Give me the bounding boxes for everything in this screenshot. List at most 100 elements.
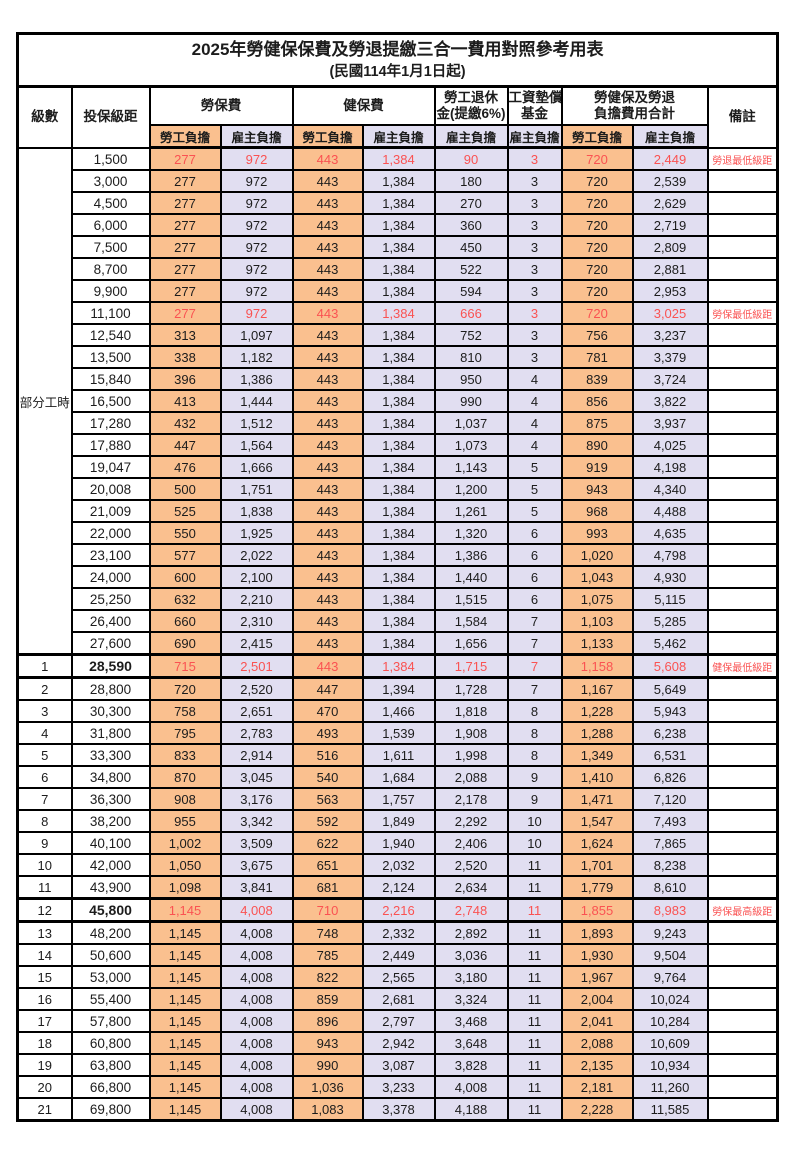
cell-note [706,367,779,392]
cell-labor-employer: 1,925 [219,521,294,546]
cell-total-employer: 5,115 [631,587,709,612]
cell-total-employer: 10,024 [631,987,709,1012]
cell-health-employer: 1,384 [361,257,436,282]
cell-labor-employee: 277 [148,191,222,216]
cell-health-employer: 1,384 [361,521,436,546]
cell-health-employer: 1,384 [361,411,436,436]
cell-wage-fund-employer: 6 [506,521,563,546]
cell-grade: 18 [16,1031,73,1056]
table-row: 5 33,300 833 2,914 516 1,611 1,998 8 1,349 6,531 [16,743,779,768]
cell-total-employer: 4,340 [631,477,709,502]
cell-total-employee: 890 [560,433,634,458]
cell-health-employer: 1,384 [361,631,436,656]
cell-grade: 16 [16,987,73,1012]
cell-wage-fund-employer: 3 [506,323,563,348]
cell-wage-fund-employer: 7 [506,631,563,656]
header-sub-row: 勞工負擔 雇主負擔 勞工負擔 雇主負擔 雇主負擔 雇主負擔 勞工負擔 雇主負擔 [18,124,778,150]
cell-pension-employer: 2,892 [433,921,509,946]
cell-total-employee: 1,547 [560,809,634,834]
cell-health-employer: 1,384 [361,455,436,480]
cell-total-employer: 6,531 [631,743,709,768]
cell-pension-employer: 752 [433,323,509,348]
cell-health-employer: 1,384 [361,147,436,172]
cell-health-employee: 443 [291,521,364,546]
table-row: 15 53,000 1,145 4,008 822 2,565 3,180 11 1,967 9,… [16,965,779,990]
cell-total-employer: 8,238 [631,853,709,878]
cell-pension-employer: 2,292 [433,809,509,834]
cell-total-employee: 1,020 [560,543,634,568]
cell-health-employer: 1,466 [361,699,436,724]
total-label-line1: 勞健保及勞退 [594,89,675,105]
cell-wage-fund-employer: 3 [506,213,563,238]
cell-total-employee: 1,103 [560,609,634,634]
cell-pension-employer: 990 [433,389,509,414]
table-row: 22,000 550 1,925 443 1,384 1,320 6 993 4,635 [18,521,779,546]
cell-health-employee: 943 [291,1031,364,1056]
cell-labor-employee: 413 [148,389,222,414]
cell-note [706,677,779,702]
table-row: 16 55,400 1,145 4,008 859 2,681 3,324 11 2,004 10… [16,987,779,1012]
wage-fund-label-line1: 工資墊償 [508,89,562,105]
cell-total-employer: 3,724 [631,367,709,392]
cell-wage-fund-employer: 6 [506,565,563,590]
cell-note: 勞保最高級距 [706,897,779,924]
cell-note [706,433,779,458]
cell-total-employee: 839 [560,367,634,392]
cell-grade: 19 [16,1053,73,1078]
subheader-wage-fund-employer: 雇主負擔 [506,124,563,150]
cell-wage-fund-employer: 10 [506,809,563,834]
cell-total-employee: 1,349 [560,743,634,768]
cell-labor-employee: 577 [148,543,222,568]
cell-health-employer: 3,378 [361,1097,436,1122]
table-row: 26,400 660 2,310 443 1,384 1,584 7 1,103 5,285 [18,609,779,634]
cell-labor-employer: 4,008 [219,987,294,1012]
col-header-grade: 級數 [16,85,73,149]
cell-health-employer: 3,087 [361,1053,436,1078]
cell-labor-employee: 690 [148,631,222,656]
cell-health-employer: 1,384 [361,565,436,590]
cell-pension-employer: 2,406 [433,831,509,856]
cell-grade: 6 [16,765,73,790]
table-row: 18 60,800 1,145 4,008 943 2,942 3,648 11 2,088 10… [16,1031,779,1056]
cell-pension-employer: 3,036 [433,943,509,968]
cell-total-employer: 10,609 [631,1031,709,1056]
table-row: 8 38,200 955 3,342 592 1,849 2,292 10 1,547 7,493 [16,809,779,834]
cell-labor-employee: 277 [148,301,222,326]
cell-health-employee: 443 [291,587,364,612]
cell-health-employer: 1,384 [361,301,436,326]
cell-health-employee: 447 [291,677,364,702]
cell-wage-fund-employer: 11 [506,987,563,1012]
cell-total-employer: 2,629 [631,191,709,216]
cell-health-employee: 443 [291,235,364,260]
cell-labor-employee: 277 [148,169,222,194]
cell-total-employer: 5,462 [631,631,709,656]
cell-grade: 4 [16,721,73,746]
cell-pension-employer: 2,520 [433,853,509,878]
cell-health-employer: 1,384 [361,235,436,260]
cell-labor-employee: 1,145 [148,1031,222,1056]
cell-health-employee: 443 [291,257,364,282]
col-header-health-insurance: 健保費 [291,85,436,127]
cell-total-employer: 5,943 [631,699,709,724]
cell-health-employee: 443 [291,191,364,216]
cell-note [706,875,779,900]
cell-total-employee: 1,167 [560,677,634,702]
cell-labor-employer: 4,008 [219,1031,294,1056]
cell-pension-employer: 1,656 [433,631,509,656]
cell-note [706,987,779,1012]
cell-pension-employer: 1,320 [433,521,509,546]
subheader-labor-employer: 雇主負擔 [219,124,294,150]
cell-wage-fund-employer: 9 [506,787,563,812]
cell-labor-employer: 1,444 [219,389,294,414]
cell-labor-employer: 972 [219,213,294,238]
cell-labor-employer: 3,509 [219,831,294,856]
cell-labor-employee: 1,145 [148,1097,222,1122]
cell-bracket: 17,280 [70,411,151,436]
cell-health-employee: 470 [291,699,364,724]
cell-grade: 5 [16,743,73,768]
cell-health-employer: 1,384 [361,323,436,348]
table-row: 7 36,300 908 3,176 563 1,757 2,178 9 1,471 7,120 [16,787,779,812]
cell-pension-employer: 1,715 [433,653,509,680]
cell-labor-employee: 715 [148,653,222,680]
cell-wage-fund-employer: 5 [506,499,563,524]
